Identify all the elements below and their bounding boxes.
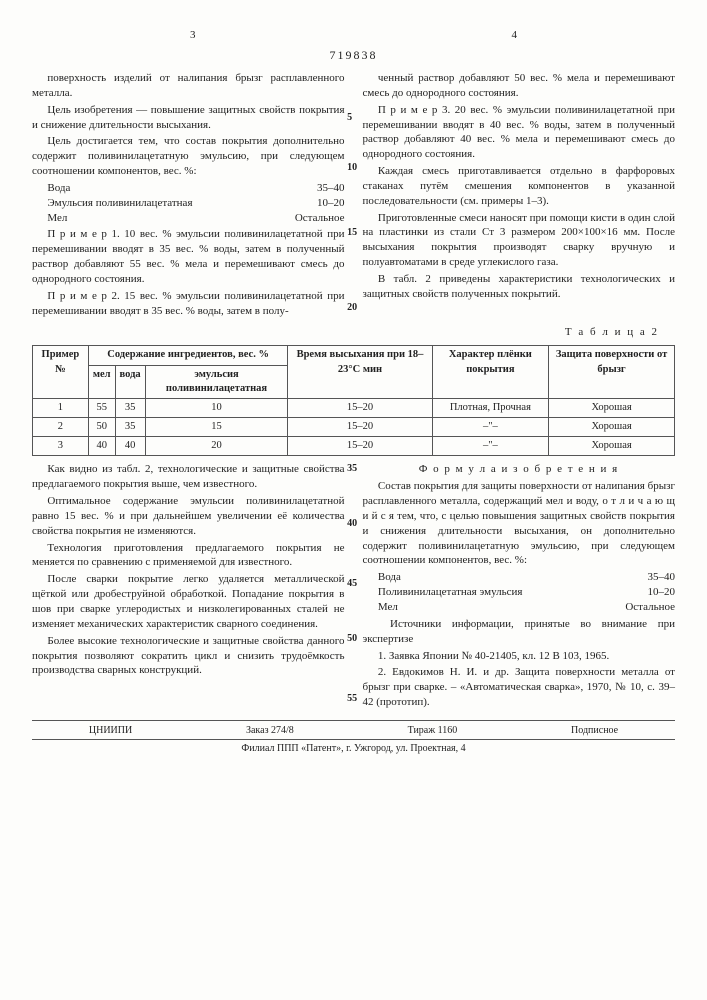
- paragraph: Оптимальное содержание эмульсии поливини…: [32, 494, 345, 539]
- comp-value: 10–20: [275, 196, 345, 211]
- th-water: вода: [115, 365, 145, 398]
- paragraph: поверхность изделий от налипания брызг р…: [32, 71, 345, 101]
- data-table: Пример № Содержание ингредиентов, вес. %…: [32, 345, 675, 456]
- table-row: 250351515–20–"–Хорошая: [33, 418, 675, 437]
- footer-address: Филиал ППП «Патент», г. Ужгород, ул. Про…: [32, 739, 675, 756]
- footer-tirazh: Тираж 1160: [408, 724, 458, 738]
- line-number: 15: [347, 226, 357, 240]
- page-numbers: 3 4: [32, 28, 675, 43]
- source-item: 1. Заявка Японии № 40-21405, кл. 12 В 10…: [363, 649, 676, 664]
- comp-value: Остальное: [275, 211, 345, 226]
- comp-value: 10–20: [605, 585, 675, 600]
- sources-heading: Источники информации, принятые во вниман…: [363, 617, 676, 647]
- paragraph: Более высокие технологические и защитные…: [32, 634, 345, 679]
- th-example: Пример №: [33, 346, 89, 399]
- comp-label: Вода: [47, 181, 274, 196]
- line-number: 40: [347, 517, 357, 531]
- line-number: 10: [347, 161, 357, 175]
- comp-label: Поливинилацетатная эмульсия: [378, 585, 605, 600]
- source-item: 2. Евдокимов Н. И. и др. Защита поверхно…: [363, 665, 676, 710]
- right-column-2: Ф о р м у л а и з о б р е т е н и я Сост…: [363, 462, 676, 712]
- paragraph: П р и м е р 1. 10 вес. % эмульсии поливи…: [32, 227, 345, 286]
- left-column-2: Как видно из табл. 2, технологические и …: [32, 462, 345, 712]
- line-number: 45: [347, 577, 357, 591]
- paragraph: Каждая смесь приготавливается отдельно в…: [363, 164, 676, 209]
- table-row: 340402015–20–"–Хорошая: [33, 437, 675, 456]
- composition-list: Вода35–40 Эмульсия поливинилацетатная10–…: [47, 181, 344, 226]
- footer-subscription: Подписное: [571, 724, 618, 738]
- comp-label: Эмульсия поливинилацетатная: [47, 196, 274, 211]
- line-number: 35: [347, 462, 357, 476]
- paragraph: П р и м е р 3. 20 вес. % эмульсии поливи…: [363, 103, 676, 162]
- paragraph: После сварки покрытие легко удаляется ме…: [32, 572, 345, 631]
- footer-order: Заказ 274/8: [246, 724, 294, 738]
- line-number: 55: [347, 692, 357, 706]
- paragraph: В табл. 2 приведены характеристики техно…: [363, 272, 676, 302]
- th-chalk: мел: [88, 365, 115, 398]
- th-dry-time: Время высыхания при 18–23°С мин: [288, 346, 432, 399]
- th-film: Характер плёнки покрытия: [432, 346, 549, 399]
- composition-list: Вода35–40 Поливинилацетатная эмульсия10–…: [378, 570, 675, 615]
- paragraph: ченный раствор добавляют 50 вес. % мела …: [363, 71, 676, 101]
- th-ingredients: Содержание ингредиентов, вес. %: [88, 346, 288, 365]
- comp-value: 35–40: [275, 181, 345, 196]
- footer-org: ЦНИИПИ: [89, 724, 132, 738]
- comp-label: Вода: [378, 570, 605, 585]
- th-protection: Защита поверхности от брызг: [549, 346, 675, 399]
- paragraph: П р и м е р 2. 15 вес. % эмульсии поливи…: [32, 289, 345, 319]
- line-number: 5: [347, 111, 352, 125]
- paragraph: Приготовленные смеси наносят при помощи …: [363, 211, 676, 270]
- paragraph: Состав покрытия для защиты поверхности о…: [363, 479, 676, 568]
- paragraph: Как видно из табл. 2, технологические и …: [32, 462, 345, 492]
- line-number: 20: [347, 301, 357, 315]
- comp-value: Остальное: [605, 600, 675, 615]
- th-emulsion: эмульсия поливинилацетатная: [145, 365, 288, 398]
- page-right: 4: [512, 28, 518, 43]
- imprint-footer: ЦНИИПИ Заказ 274/8 Тираж 1160 Подписное …: [32, 720, 675, 756]
- table-row: 155351015–20Плотная, ПрочнаяХорошая: [33, 398, 675, 417]
- page-left: 3: [190, 28, 196, 43]
- table-caption: Т а б л и ц а 2: [32, 325, 659, 340]
- right-column: ченный раствор добавляют 50 вес. % мела …: [363, 71, 676, 321]
- comp-label: Мел: [47, 211, 274, 226]
- comp-value: 35–40: [605, 570, 675, 585]
- paragraph: Цель достигается тем, что состав покрыти…: [32, 134, 345, 179]
- paragraph: Технология приготовления предлагаемого п…: [32, 541, 345, 571]
- document-number: 719838: [32, 47, 675, 63]
- lower-columns: 35 40 45 50 55 Как видно из табл. 2, тех…: [32, 462, 675, 712]
- formula-heading: Ф о р м у л а и з о б р е т е н и я: [363, 462, 676, 477]
- left-column: поверхность изделий от налипания брызг р…: [32, 71, 345, 321]
- upper-columns: 5 10 15 20 поверхность изделий от налипа…: [32, 71, 675, 321]
- comp-label: Мел: [378, 600, 605, 615]
- line-number: 50: [347, 632, 357, 646]
- paragraph: Цель изобретения — повышение защитных св…: [32, 103, 345, 133]
